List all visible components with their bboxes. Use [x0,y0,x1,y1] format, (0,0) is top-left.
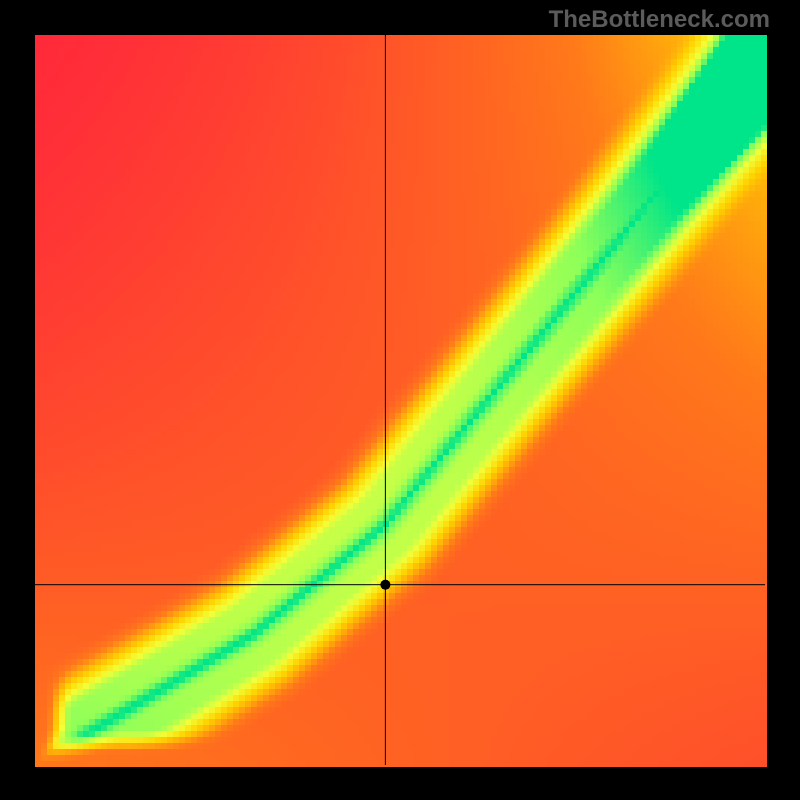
watermark-text: TheBottleneck.com [549,6,770,34]
bottleneck-heatmap [0,0,800,800]
root: TheBottleneck.com [0,0,800,800]
